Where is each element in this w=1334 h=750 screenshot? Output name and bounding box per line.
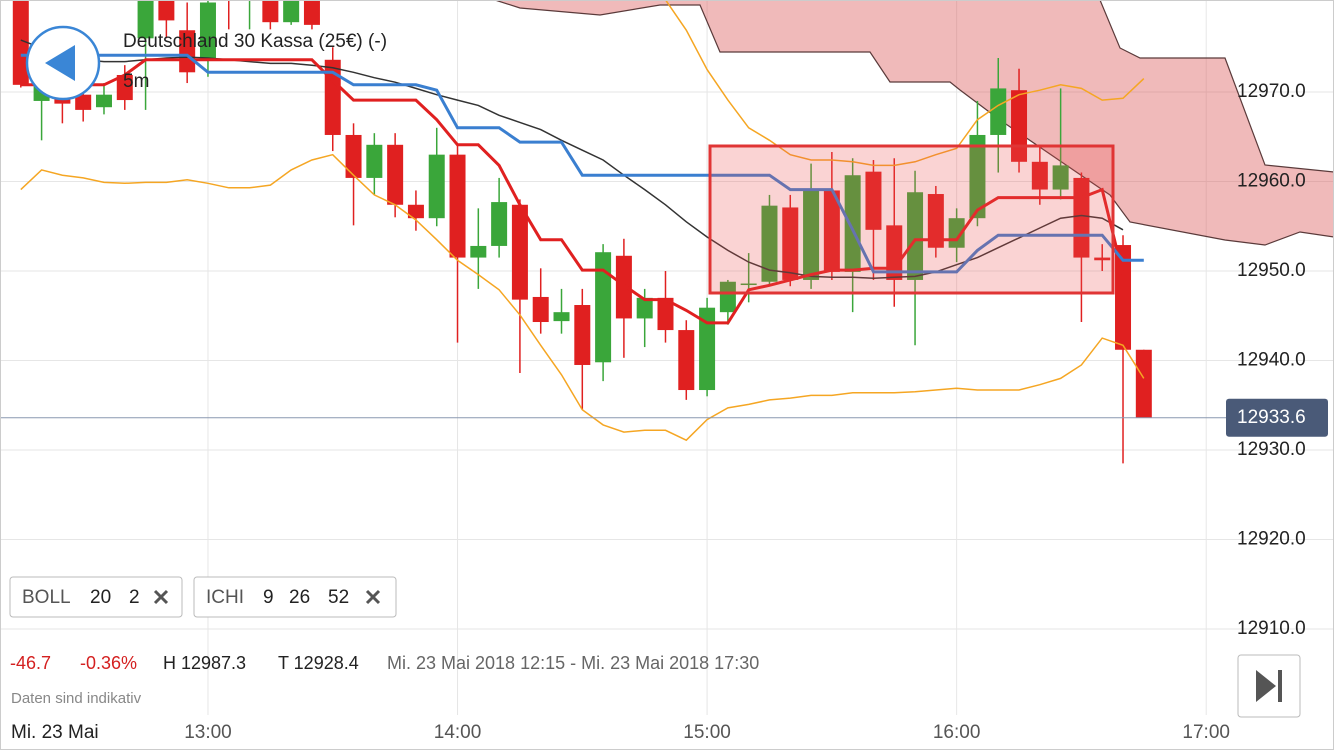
candle-body bbox=[1115, 245, 1132, 350]
candle-body bbox=[179, 30, 196, 73]
last-price-label: 12933.6 bbox=[1237, 407, 1306, 428]
candle-body bbox=[699, 307, 716, 391]
x-tick-label: 13:00 bbox=[184, 722, 232, 743]
jump-end-bar bbox=[1278, 670, 1282, 702]
candle-body bbox=[449, 154, 466, 258]
candle-body bbox=[303, 0, 320, 25]
candle-body bbox=[1094, 257, 1111, 261]
chip-close[interactable] bbox=[365, 589, 381, 605]
chip-name: ICHI bbox=[206, 587, 244, 608]
candle-body bbox=[491, 202, 508, 246]
y-tick-label: 12950.0 bbox=[1237, 260, 1306, 281]
back-button[interactable] bbox=[25, 25, 101, 101]
candle-body bbox=[574, 305, 591, 365]
candle-body bbox=[803, 190, 820, 280]
y-tick-label: 12940.0 bbox=[1237, 350, 1306, 371]
y-tick-label: 12960.0 bbox=[1237, 171, 1306, 192]
jump-end-icon bbox=[1256, 670, 1276, 702]
candle-body bbox=[1011, 90, 1028, 162]
change: -46.7 bbox=[10, 653, 51, 673]
candle-body bbox=[927, 194, 944, 248]
candle-body bbox=[75, 94, 92, 110]
low: T 12928.4 bbox=[278, 653, 359, 673]
candle-body bbox=[595, 252, 612, 363]
time-range: Mi. 23 Mai 2018 12:15 - Mi. 23 Mai 2018 … bbox=[387, 653, 759, 673]
candle-body bbox=[761, 205, 778, 282]
y-tick-label: 12910.0 bbox=[1237, 618, 1306, 639]
y-tick-label: 12970.0 bbox=[1237, 81, 1306, 102]
chip-param: 20 bbox=[90, 587, 111, 608]
indicator-chip[interactable]: ICHI 9 26 52 bbox=[193, 576, 397, 618]
candle-body bbox=[1052, 165, 1069, 190]
high: H 12987.3 bbox=[163, 653, 246, 673]
candle-body bbox=[428, 154, 445, 219]
x-tick-label: 14:00 bbox=[434, 722, 482, 743]
candle-body bbox=[990, 88, 1007, 135]
y-tick-label: 12920.0 bbox=[1237, 529, 1306, 550]
axis: 12910.0 12920.0 12930.0 12940.0 12950.0 12960… bbox=[0, 81, 1328, 743]
candle-body bbox=[969, 134, 986, 219]
y-tick-label: 12930.0 bbox=[1237, 439, 1306, 460]
candle-body bbox=[12, 0, 29, 85]
candle-body bbox=[345, 134, 362, 178]
candle-body bbox=[262, 0, 279, 23]
instrument-title: Deutschland 30 Kassa (25€) (-) bbox=[123, 31, 387, 52]
candle-body bbox=[532, 296, 549, 323]
candle-body bbox=[387, 144, 404, 205]
drawn-rectangle[interactable] bbox=[708, 144, 1115, 295]
chip-param: 26 bbox=[289, 587, 310, 608]
candle-body bbox=[470, 245, 487, 258]
candle-body bbox=[678, 330, 695, 391]
candle-body bbox=[137, 0, 154, 39]
candle-body bbox=[823, 190, 840, 272]
candle-body bbox=[199, 2, 216, 60]
chip-box[interactable] bbox=[9, 576, 183, 618]
interval[interactable]: 5m bbox=[123, 71, 149, 92]
last-price-box bbox=[1226, 398, 1328, 437]
candle-body bbox=[740, 283, 757, 286]
ichimoku-cloud bbox=[494, 0, 1334, 246]
chip-box[interactable] bbox=[193, 576, 397, 618]
candle-body bbox=[865, 171, 882, 230]
chip-param: 52 bbox=[328, 587, 349, 608]
candle-body bbox=[1031, 161, 1048, 190]
x-tick-label: 16:00 bbox=[933, 722, 981, 743]
date-box bbox=[0, 718, 122, 750]
chip-close[interactable] bbox=[153, 589, 169, 605]
candle-body bbox=[657, 297, 674, 331]
candle-body bbox=[844, 175, 861, 272]
candle-body bbox=[886, 225, 903, 280]
candle-body bbox=[366, 144, 383, 178]
indicator-line bbox=[20, 153, 1145, 442]
candle-body bbox=[511, 204, 528, 300]
date: Mi. 23 Mai bbox=[11, 722, 99, 743]
candle-body bbox=[116, 74, 133, 101]
indicator-line bbox=[664, 0, 1145, 167]
chip-name: BOLL bbox=[22, 587, 71, 608]
chip-param: 2 bbox=[129, 587, 140, 608]
candle-body bbox=[1135, 349, 1152, 418]
back-arrow bbox=[45, 45, 75, 81]
indicator-line bbox=[20, 53, 1144, 274]
candle-body bbox=[636, 297, 653, 319]
x-tick-label: 15:00 bbox=[683, 722, 731, 743]
candle-body bbox=[719, 281, 736, 313]
disclaimer: Daten sind indikativ bbox=[11, 690, 142, 707]
candle-body bbox=[95, 94, 112, 108]
candle-body bbox=[158, 0, 175, 21]
candle-body bbox=[553, 312, 570, 322]
candle-body bbox=[907, 192, 924, 280]
candle-body bbox=[407, 204, 424, 219]
indicator-line bbox=[20, 58, 1125, 325]
chip-param: 9 bbox=[263, 587, 274, 608]
candle-body bbox=[782, 207, 799, 280]
indicator-chip[interactable]: BOLL 20 2 bbox=[9, 576, 183, 618]
x-tick-label: 17:00 bbox=[1182, 722, 1230, 743]
change-pct: -0.36% bbox=[80, 653, 137, 673]
candle-body bbox=[283, 0, 300, 23]
